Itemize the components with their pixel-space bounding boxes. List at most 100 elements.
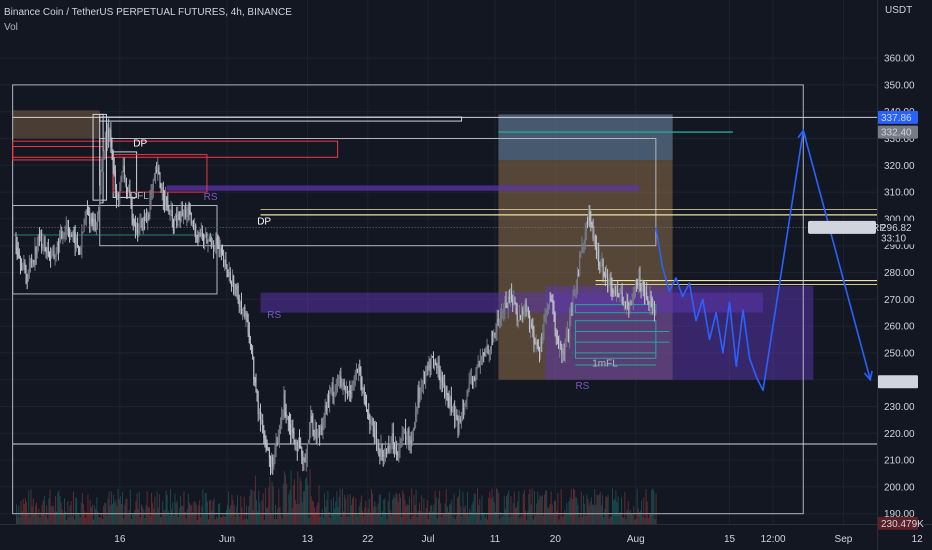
- volume-bar: [642, 516, 644, 524]
- volume-bar: [22, 498, 24, 524]
- price-tick-label: 210.00: [884, 456, 915, 467]
- candle-body: [96, 214, 98, 225]
- candle-body: [388, 445, 390, 451]
- time-tick-label: 12:00: [761, 534, 786, 545]
- volume-bar: [595, 504, 597, 524]
- volume-bar: [493, 502, 495, 524]
- candle-body: [274, 450, 276, 456]
- candle-body: [426, 367, 428, 371]
- volume-bar: [449, 504, 451, 524]
- candle-body: [34, 246, 36, 263]
- volume-bar: [343, 511, 345, 524]
- candle-body: [266, 444, 268, 450]
- candle-body: [513, 298, 515, 305]
- candle-body: [243, 307, 245, 310]
- outline-boxes: [12, 84, 804, 515]
- candle-body: [238, 299, 240, 308]
- candle-body: [64, 229, 66, 237]
- candle-body: [234, 284, 236, 294]
- candle-body: [637, 283, 639, 285]
- candle-body: [355, 369, 357, 374]
- candle-body: [489, 346, 491, 351]
- candle-body: [459, 418, 461, 422]
- volume-bar: [274, 504, 276, 524]
- candle-body: [61, 231, 63, 239]
- volume-bar: [69, 505, 71, 524]
- volume-bar: [372, 493, 374, 524]
- time-tick-label: 16: [114, 534, 126, 545]
- price-label-bg: [878, 375, 918, 389]
- volume-bar: [137, 508, 139, 524]
- price-tick-label: 350.00: [884, 80, 915, 91]
- volume-bar: [249, 495, 251, 524]
- volume-bar: [593, 505, 595, 524]
- volume-bar: [180, 495, 182, 524]
- volume-bar: [475, 512, 477, 524]
- volume-bar: [369, 513, 371, 524]
- candle-body: [172, 218, 174, 231]
- candle-body: [550, 298, 552, 300]
- volume-bar: [473, 492, 475, 524]
- volume-bar: [568, 501, 570, 524]
- volume-bar: [211, 510, 213, 524]
- volume-indicator-label[interactable]: Vol: [4, 22, 18, 33]
- candle-body: [294, 440, 296, 446]
- candle-body: [48, 256, 50, 258]
- symbol-tag-bg[interactable]: [808, 220, 876, 234]
- candle-body: [632, 296, 634, 304]
- candle-body: [636, 282, 638, 284]
- candle-body: [283, 394, 285, 414]
- volume-bar: [365, 501, 367, 524]
- symbol-tag[interactable]: BNBUSDTPERP: [811, 223, 886, 234]
- candle-body: [83, 224, 85, 232]
- price-label: 337.86: [881, 113, 912, 124]
- volume-bar: [172, 502, 174, 524]
- projection-arrowhead-down: [863, 370, 873, 382]
- candle-body: [236, 285, 238, 290]
- candle-body: [315, 429, 317, 438]
- candle-body: [499, 317, 501, 319]
- candle-body: [179, 219, 181, 221]
- volume-bar: [461, 516, 463, 524]
- candle-body: [396, 444, 398, 455]
- price-axis[interactable]: USDT190.00200.00210.00220.00230.00240.00…: [808, 5, 924, 530]
- candle-body: [621, 292, 623, 303]
- candle-body: [605, 273, 607, 279]
- candle-body: [19, 258, 21, 265]
- volume-bar: [328, 512, 330, 524]
- candle-body: [273, 455, 275, 467]
- volume-bar: [165, 490, 167, 524]
- candle-body: [114, 170, 116, 190]
- volume-bar: [433, 504, 435, 524]
- volume-bar: [114, 502, 116, 524]
- candle-body: [322, 424, 324, 431]
- candle-body: [320, 426, 322, 436]
- candle-body: [480, 357, 482, 360]
- volume-bar: [607, 494, 609, 524]
- candle-body: [201, 233, 203, 237]
- time-axis[interactable]: 16 Jun 13 22 Jul 11 20 Aug 15 12:00 Sep 12: [114, 534, 923, 545]
- volume-bar: [460, 506, 462, 524]
- candle-body: [359, 367, 361, 374]
- candle-body: [319, 431, 321, 436]
- candle-body: [472, 378, 474, 385]
- candle-body: [411, 439, 413, 444]
- candle-body: [121, 171, 123, 178]
- volume-bar: [606, 497, 608, 524]
- candle-body: [104, 136, 106, 151]
- candle-body: [447, 394, 449, 399]
- candle-body: [92, 222, 94, 231]
- candle-body: [528, 316, 530, 330]
- candle-body: [524, 302, 526, 309]
- candle-body: [503, 309, 505, 313]
- candle-body: [620, 292, 622, 294]
- candle-body: [357, 369, 359, 372]
- volume-bar: [33, 514, 35, 524]
- volume-bar: [645, 489, 647, 524]
- volume-bar: [357, 516, 359, 524]
- candle-body: [640, 286, 642, 290]
- candle-body: [469, 379, 471, 382]
